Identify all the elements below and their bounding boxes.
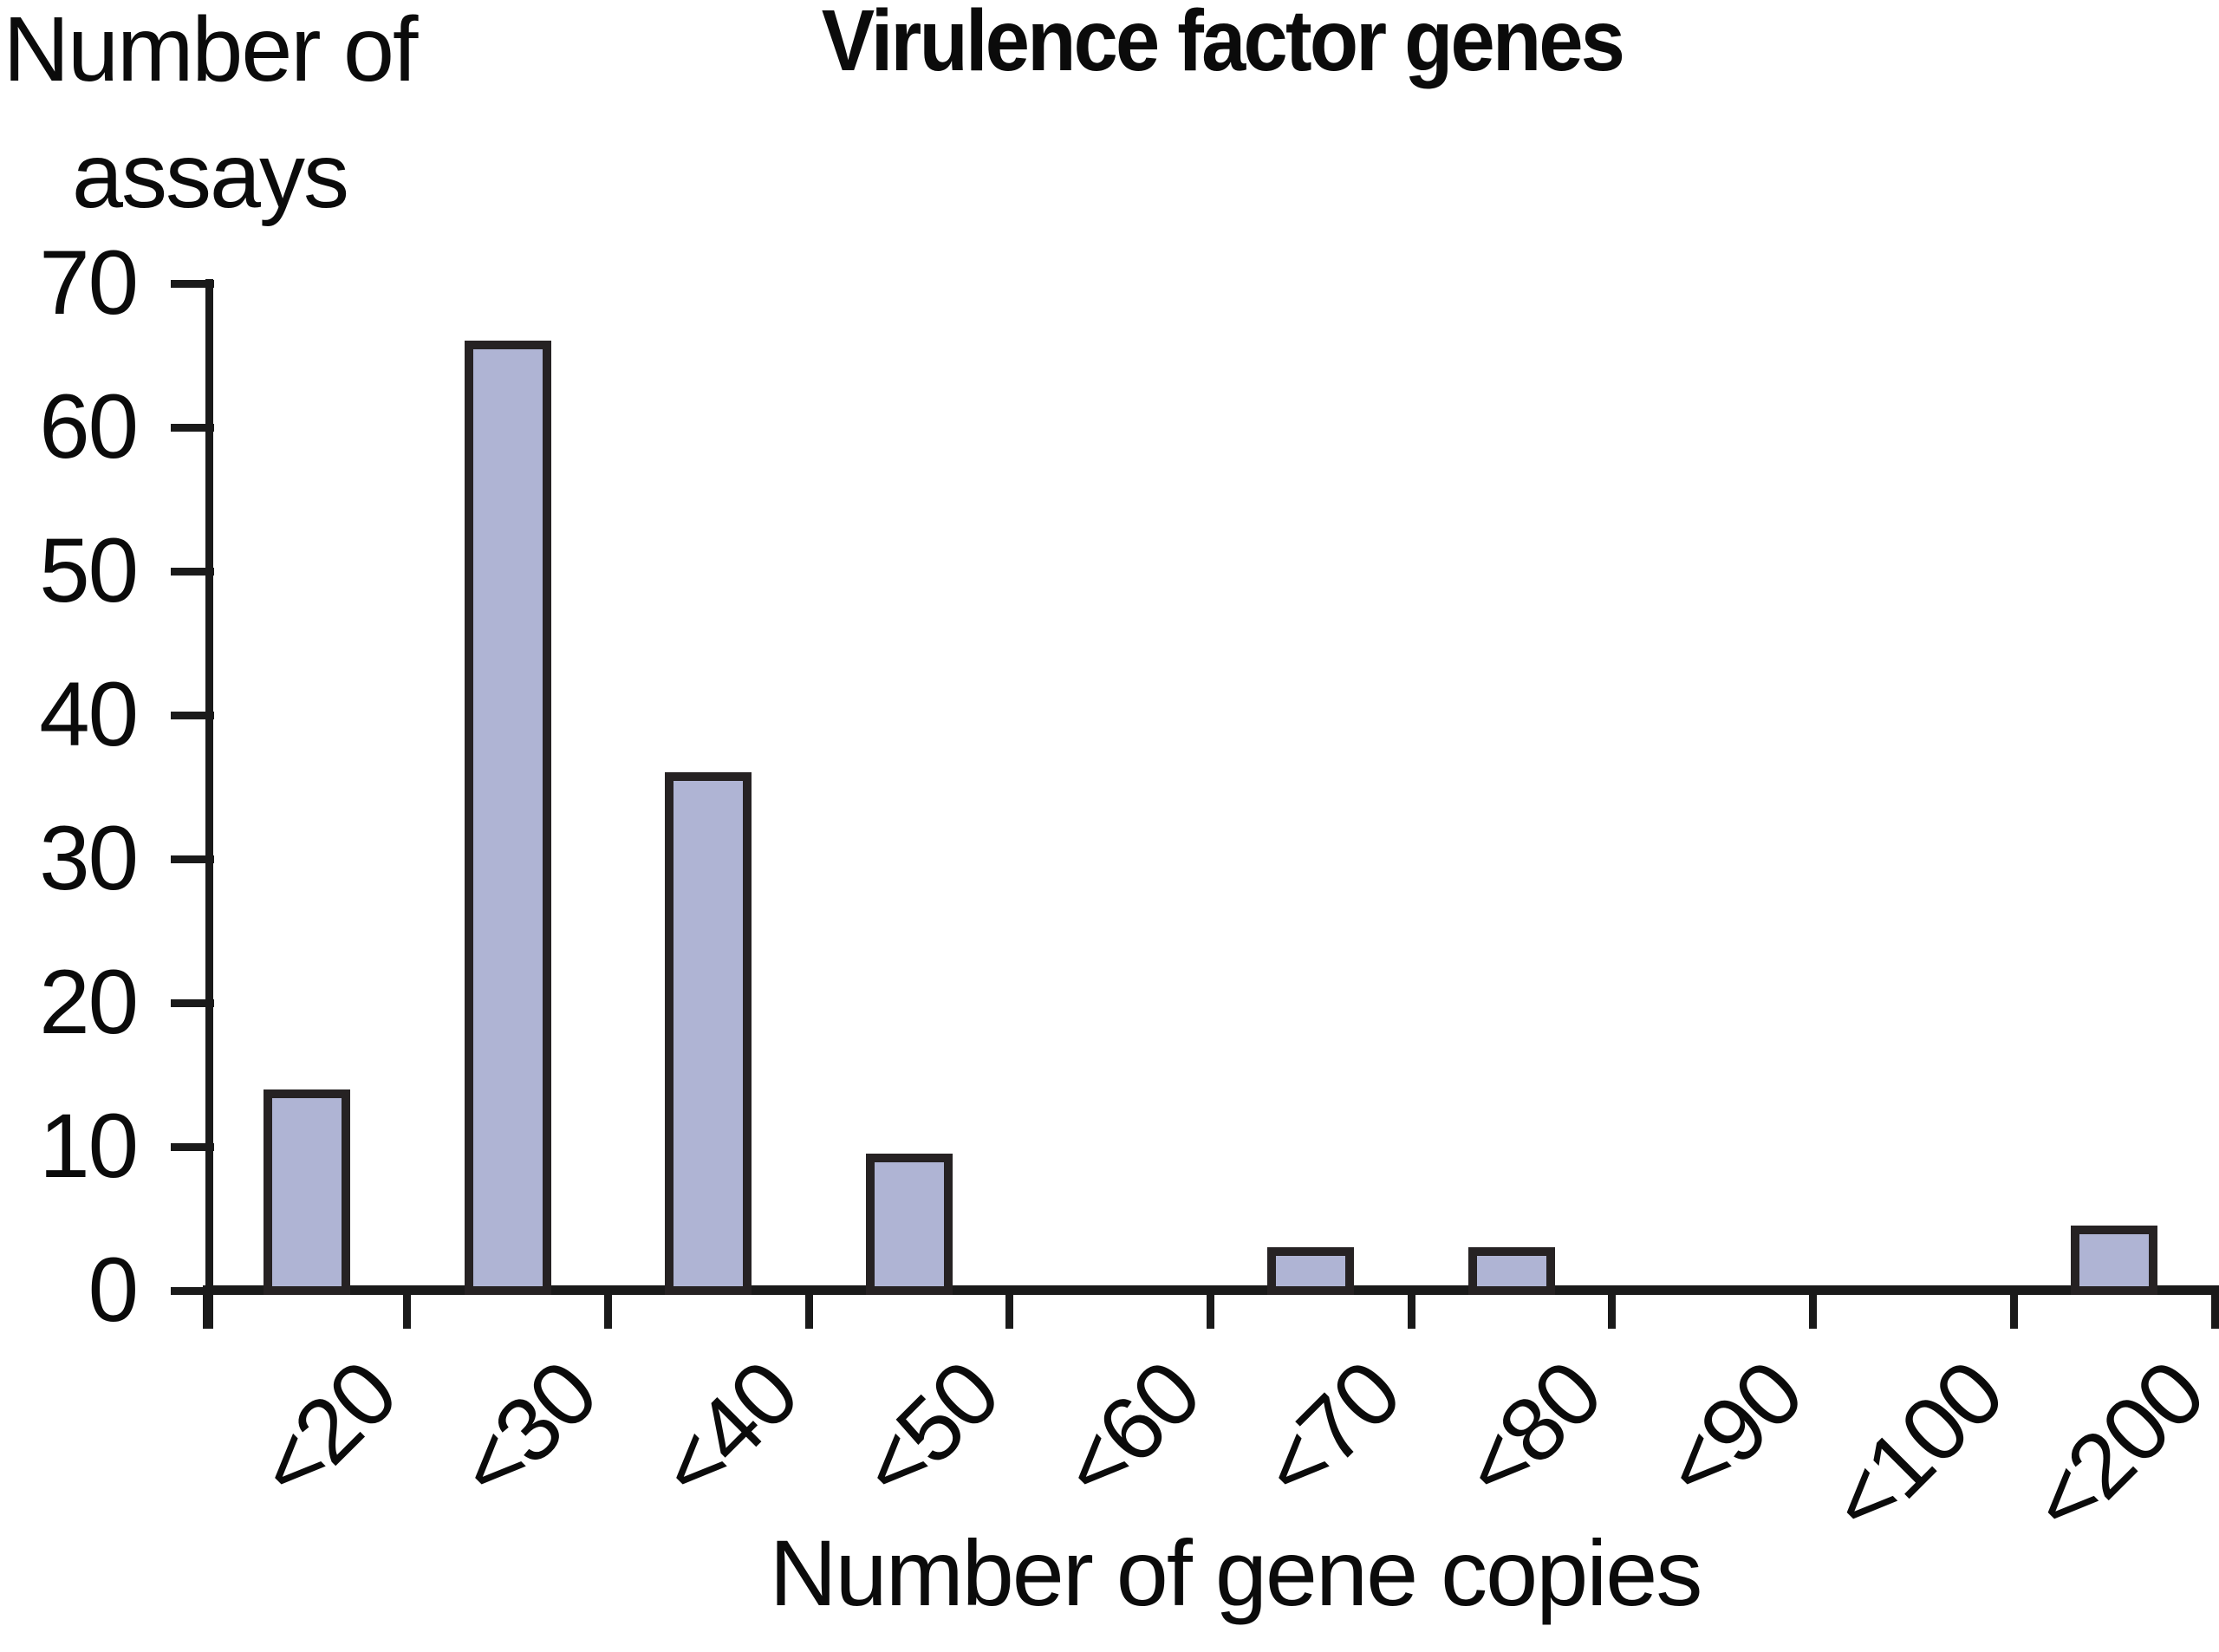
- x-tick-label-<200: <200: [2011, 1342, 2219, 1555]
- y-tick-label-40: 40: [39, 664, 139, 765]
- bar-<30: [464, 341, 551, 1295]
- y-tick-label-50: 50: [39, 520, 139, 621]
- x-axis-tick-2: [603, 1285, 612, 1329]
- x-axis-tick-7: [1608, 1285, 1617, 1329]
- x-axis-tick-4: [1005, 1285, 1014, 1329]
- bar-<70: [1267, 1247, 1355, 1295]
- x-tick-label-<100: <100: [1810, 1342, 2022, 1555]
- y-axis-title-line1: Number of: [3, 0, 419, 101]
- bar-<80: [1468, 1247, 1556, 1295]
- y-axis-tick-40: [171, 711, 214, 719]
- x-tick-label-<60: <60: [1041, 1342, 1220, 1520]
- y-tick-label-70: 70: [39, 232, 139, 334]
- x-axis-tick-0: [202, 1285, 211, 1329]
- y-tick-label-0: 0: [88, 1239, 139, 1341]
- x-tick-label-<80: <80: [1443, 1342, 1621, 1520]
- x-axis-tick-8: [1809, 1285, 1818, 1329]
- x-axis-tick-1: [403, 1285, 412, 1329]
- bar-<40: [665, 772, 752, 1295]
- y-axis-tick-30: [171, 855, 214, 863]
- x-tick-label-<50: <50: [840, 1342, 1018, 1520]
- x-axis-tick-9: [2009, 1285, 2018, 1329]
- x-axis-tick-10: [2210, 1285, 2219, 1329]
- y-tick-label-20: 20: [39, 952, 139, 1053]
- x-axis-title: Number of gene copies: [769, 1520, 1703, 1625]
- y-tick-label-30: 30: [39, 808, 139, 909]
- bar-<50: [865, 1154, 953, 1295]
- bar-<20: [263, 1089, 350, 1295]
- x-axis-tick-3: [804, 1285, 813, 1329]
- chart-title: Virulence factor genes: [821, 0, 1625, 89]
- y-axis-title: Number of assays: [0, 0, 426, 240]
- y-axis-tick-0: [171, 1286, 214, 1295]
- x-tick-label-<70: <70: [1242, 1342, 1420, 1520]
- x-tick-label-<20: <20: [238, 1342, 416, 1520]
- y-axis-tick-50: [171, 567, 214, 576]
- y-axis-title-line2: assays: [72, 125, 349, 228]
- x-axis-tick-5: [1207, 1285, 1214, 1329]
- y-tick-label-10: 10: [39, 1096, 139, 1197]
- x-tick-label-<90: <90: [1643, 1342, 1822, 1520]
- y-axis-tick-20: [171, 998, 214, 1007]
- y-axis-tick-70: [171, 279, 214, 288]
- y-axis-line: [205, 279, 213, 1329]
- y-axis-tick-10: [171, 1142, 214, 1151]
- x-axis-tick-6: [1407, 1285, 1415, 1329]
- bar-<200: [2071, 1226, 2158, 1295]
- x-tick-label-<40: <40: [640, 1342, 817, 1520]
- y-tick-label-60: 60: [39, 376, 139, 478]
- x-tick-label-<30: <30: [439, 1342, 617, 1520]
- y-axis-tick-60: [171, 423, 214, 432]
